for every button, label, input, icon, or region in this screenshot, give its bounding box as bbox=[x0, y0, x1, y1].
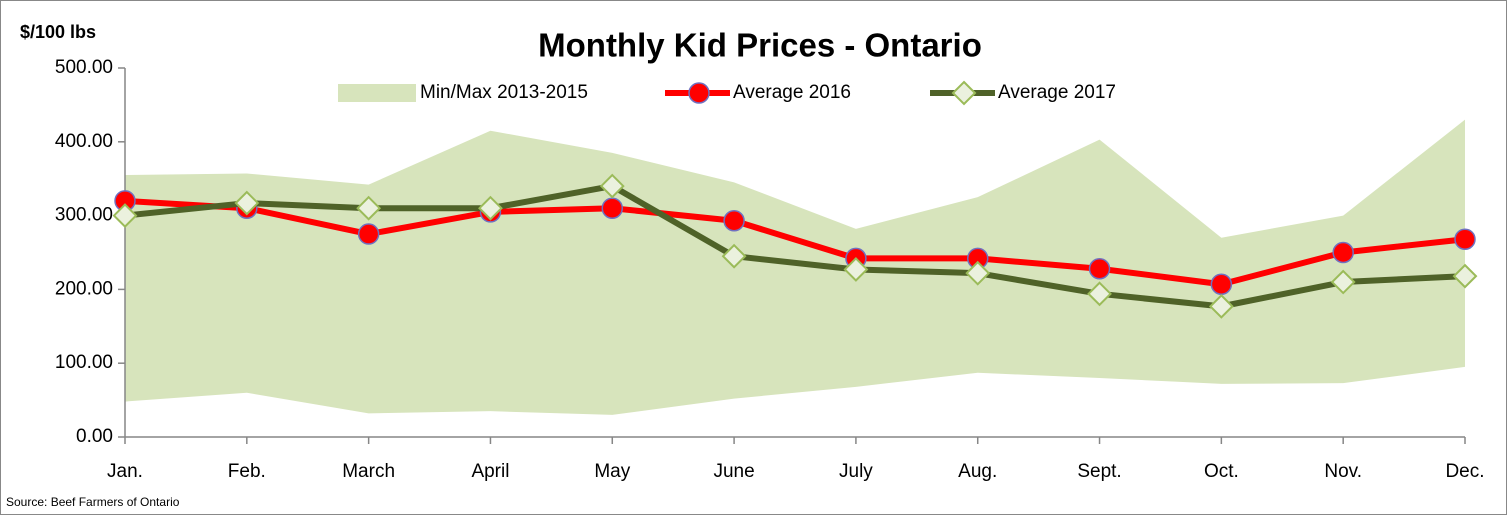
point-marker bbox=[1454, 228, 1476, 250]
x-tick-label: March bbox=[342, 461, 395, 482]
point-marker bbox=[1332, 241, 1354, 264]
point-marker bbox=[721, 243, 747, 269]
point-marker bbox=[478, 195, 503, 221]
y-tick-label: 200.00 bbox=[55, 278, 113, 299]
point-marker bbox=[601, 197, 624, 219]
point-marker bbox=[1210, 273, 1233, 295]
point-marker bbox=[1087, 281, 1112, 307]
point-marker bbox=[1208, 293, 1234, 319]
x-tick-label: Nov. bbox=[1324, 461, 1362, 482]
point-marker bbox=[1452, 263, 1478, 289]
legend-marker bbox=[951, 80, 977, 106]
x-tick-label: June bbox=[713, 461, 754, 482]
x-tick-label: April bbox=[471, 461, 509, 482]
y-tick-label: 0.00 bbox=[76, 426, 113, 447]
point-marker bbox=[965, 260, 991, 286]
legend-marker bbox=[688, 82, 710, 104]
y-axis-label: $/100 lbs bbox=[20, 22, 96, 42]
point-marker bbox=[723, 210, 745, 232]
legend-label: Min/Max 2013-2015 bbox=[420, 82, 588, 103]
x-tick-label: Aug. bbox=[958, 461, 997, 482]
point-marker bbox=[234, 190, 260, 216]
point-marker bbox=[843, 257, 869, 282]
line-series bbox=[124, 197, 1466, 288]
point-marker bbox=[1088, 257, 1111, 280]
legend-label: Average 2016 bbox=[733, 82, 851, 103]
x-tick-label: Feb. bbox=[228, 461, 266, 482]
point-marker bbox=[1330, 269, 1356, 295]
x-tick-label: Sept. bbox=[1077, 461, 1121, 482]
point-marker bbox=[599, 173, 625, 199]
x-tick-label: May bbox=[594, 461, 630, 482]
y-tick-label: 500.00 bbox=[55, 57, 113, 78]
y-tick-label: 300.00 bbox=[55, 205, 113, 226]
x-tick-label: Jan. bbox=[107, 461, 143, 482]
x-tick-label: Dec. bbox=[1445, 461, 1484, 482]
x-tick-label: July bbox=[839, 461, 873, 482]
chart-title: Monthly Kid Prices - Ontario bbox=[538, 27, 982, 64]
y-tick-label: 400.00 bbox=[55, 131, 113, 152]
x-tick-label: Oct. bbox=[1204, 461, 1239, 482]
y-tick-label: 100.00 bbox=[55, 352, 113, 373]
legend-label: Average 2017 bbox=[998, 82, 1116, 103]
line-series bbox=[124, 183, 1466, 310]
source-note: Source: Beef Farmers of Ontario bbox=[6, 495, 180, 509]
point-marker bbox=[357, 223, 380, 245]
point-marker bbox=[112, 203, 138, 229]
range-area bbox=[125, 119, 1465, 415]
point-marker bbox=[356, 195, 382, 221]
legend-swatch bbox=[338, 84, 416, 102]
